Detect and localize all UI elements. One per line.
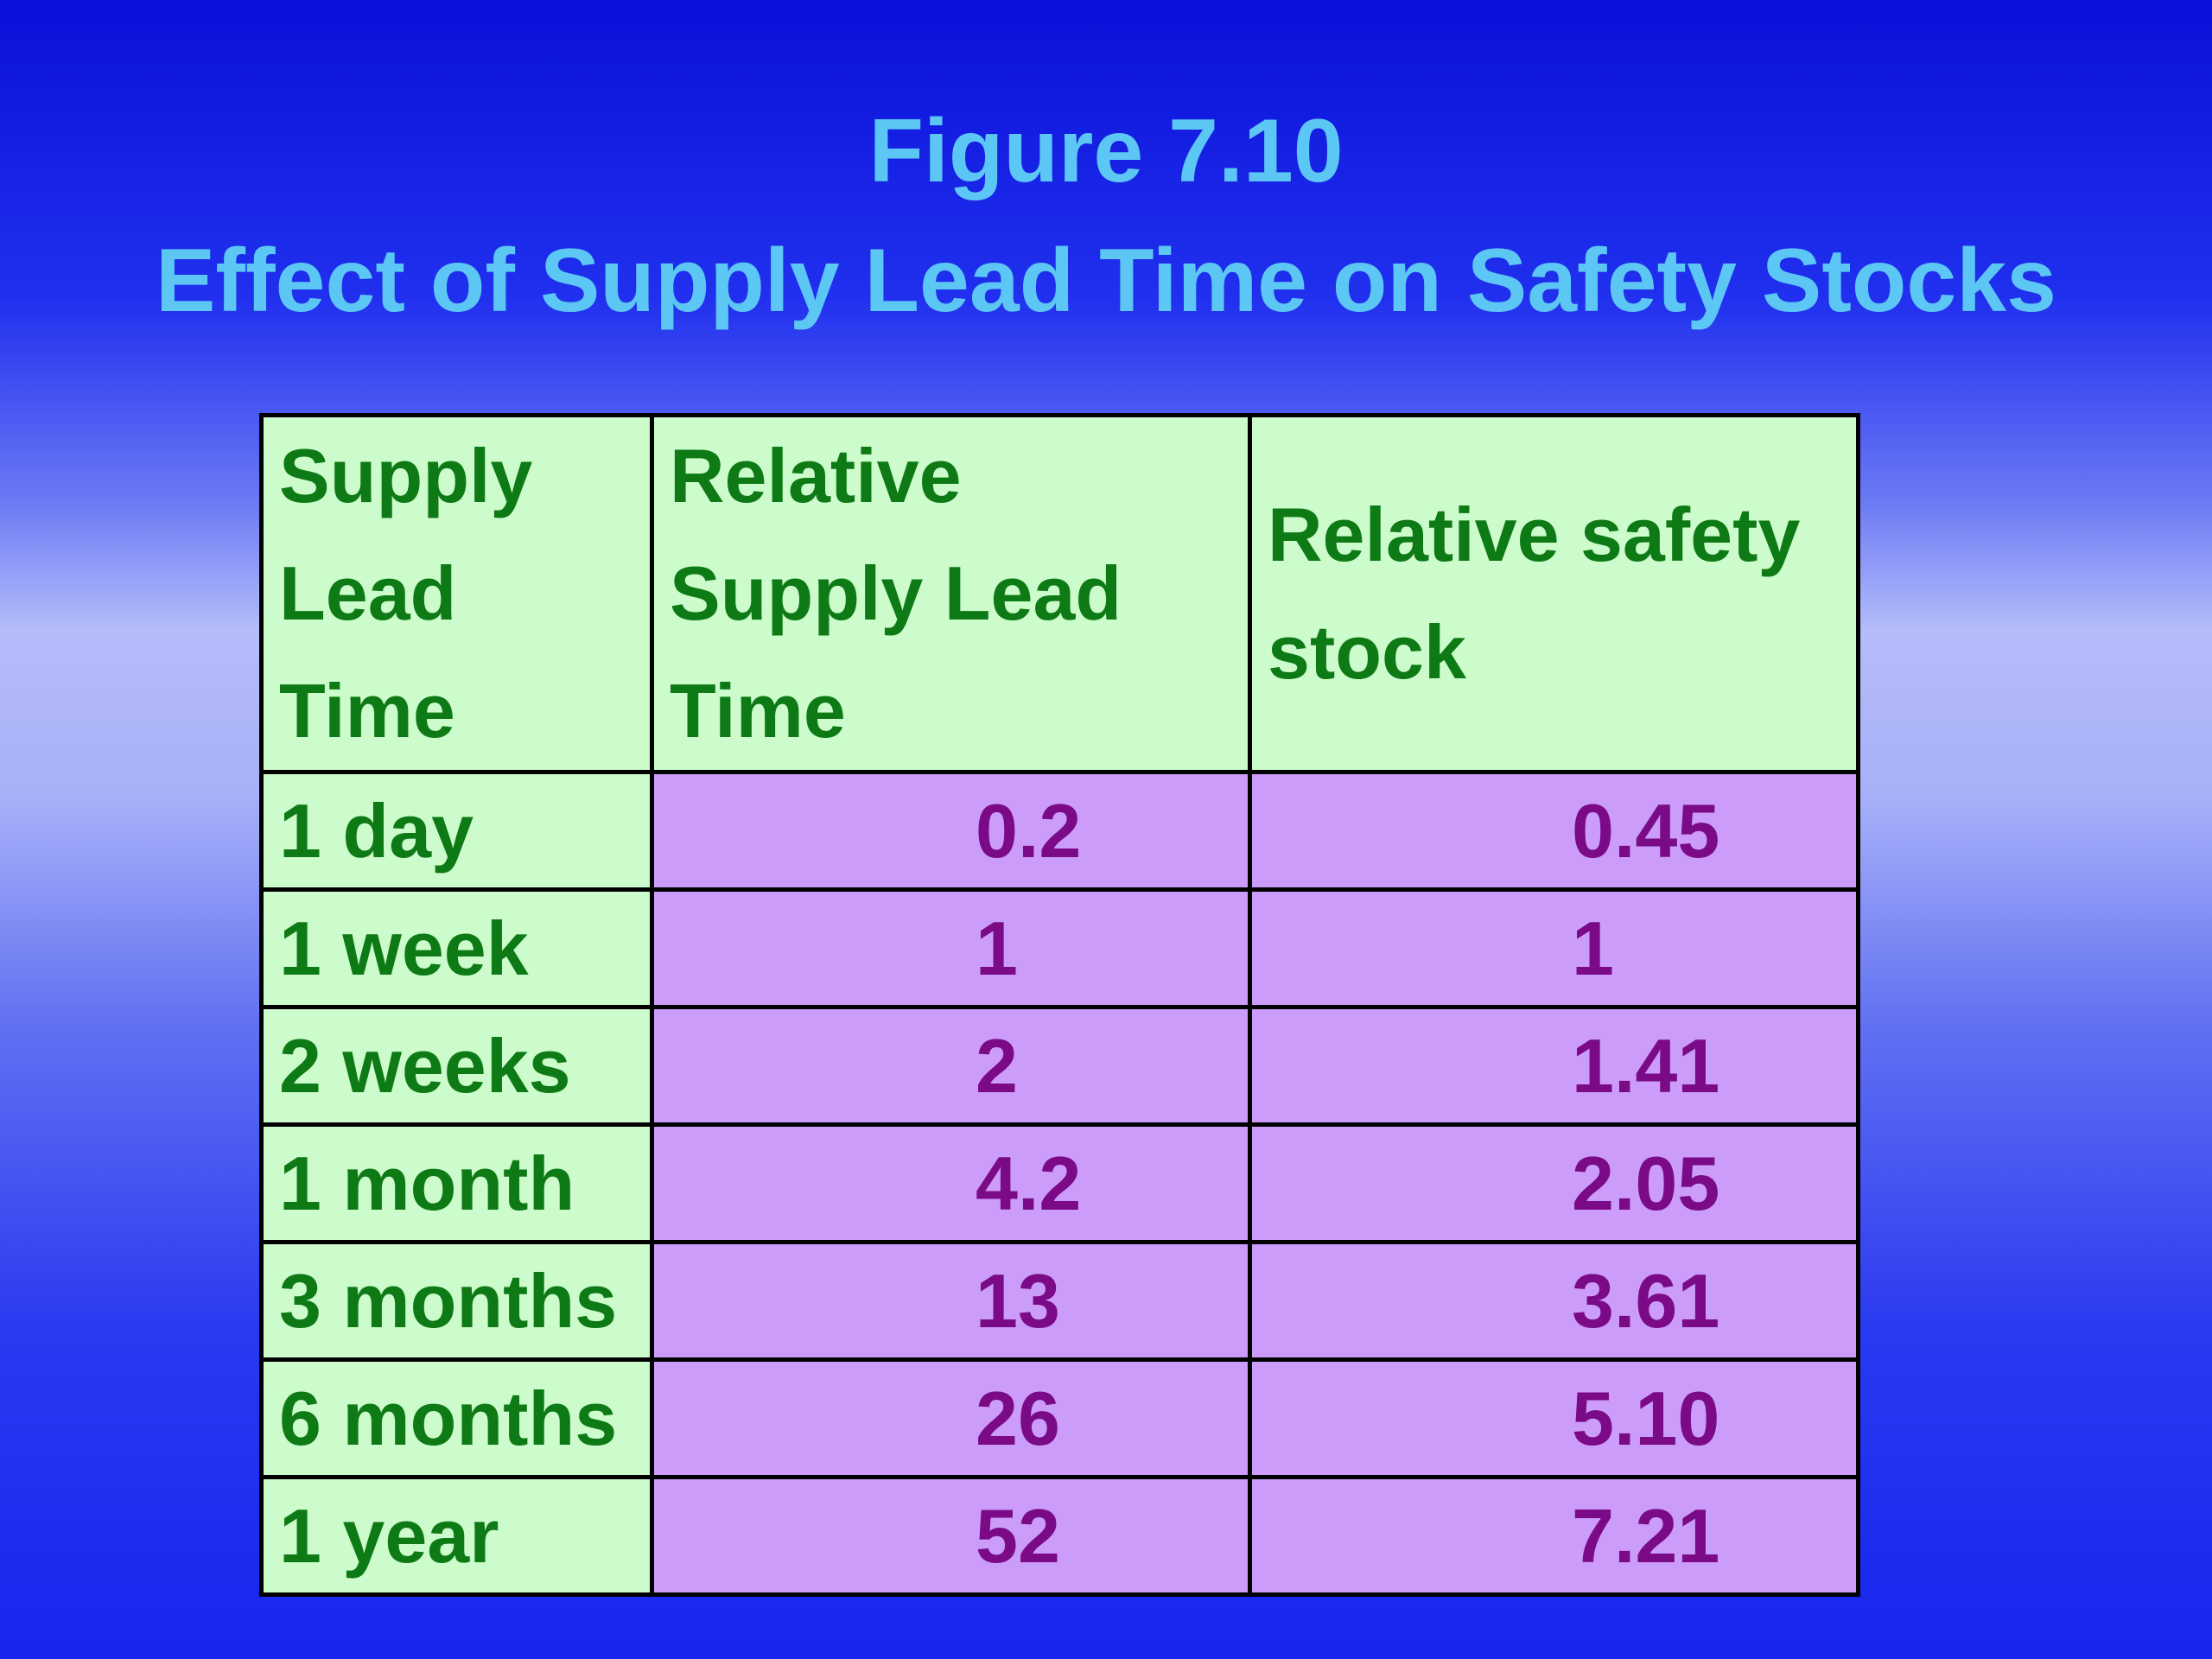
- header-text: Relative: [670, 433, 962, 518]
- relative-lead-time-cell: 2: [650, 1005, 1252, 1127]
- lead-time-table: Supply Lead Time Relative Supply Lead Ti…: [259, 413, 1860, 1597]
- header-supply-lead-time: Supply Lead Time: [259, 413, 654, 774]
- table-row: 1 day 0.2 0.45: [259, 770, 1860, 892]
- relative-lead-time-cell: 26: [650, 1357, 1252, 1479]
- table-row: 6 months 26 5.10: [259, 1357, 1860, 1479]
- table-row: 1 week 1 1: [259, 887, 1860, 1009]
- relative-lead-time-cell: 1: [650, 887, 1252, 1009]
- relative-safety-stock-cell: 1: [1248, 887, 1860, 1009]
- table-row: 1 month 4.2 2.05: [259, 1122, 1860, 1244]
- relative-safety-stock-cell: 1.41: [1248, 1005, 1860, 1127]
- header-text: Supply Lead: [670, 550, 1122, 636]
- header-text: Time: [279, 668, 455, 753]
- figure-title: Effect of Supply Lead Time on Safety Sto…: [156, 231, 2056, 331]
- table-row: 2 weeks 2 1.41: [259, 1005, 1860, 1127]
- lead-time-cell: 1 day: [259, 770, 654, 892]
- relative-safety-stock-cell: 5.10: [1248, 1357, 1860, 1479]
- lead-time-cell: 3 months: [259, 1240, 654, 1362]
- figure-number: Figure 7.10: [868, 101, 1344, 201]
- lead-time-cell: 1 year: [259, 1475, 654, 1597]
- lead-time-cell: 1 month: [259, 1122, 654, 1244]
- relative-safety-stock-cell: 0.45: [1248, 770, 1860, 892]
- header-text: Time: [670, 668, 846, 753]
- relative-lead-time-cell: 0.2: [650, 770, 1252, 892]
- header-row: Supply Lead Time Relative Supply Lead Ti…: [259, 413, 1860, 774]
- header-relative-safety-stock: Relative safety stock: [1248, 413, 1860, 774]
- relative-safety-stock-cell: 3.61: [1248, 1240, 1860, 1362]
- header-text: Relative safety: [1268, 492, 1801, 577]
- relative-safety-stock-cell: 7.21: [1248, 1475, 1860, 1597]
- relative-lead-time-cell: 52: [650, 1475, 1252, 1597]
- lead-time-cell: 6 months: [259, 1357, 654, 1479]
- header-text: Supply: [279, 433, 533, 518]
- relative-lead-time-cell: 13: [650, 1240, 1252, 1362]
- header-text: stock: [1268, 609, 1466, 695]
- table-row: 1 year 52 7.21: [259, 1475, 1860, 1597]
- relative-safety-stock-cell: 2.05: [1248, 1122, 1860, 1244]
- lead-time-cell: 1 week: [259, 887, 654, 1009]
- header-relative-supply-lead-time: Relative Supply Lead Time: [650, 413, 1252, 774]
- relative-lead-time-cell: 4.2: [650, 1122, 1252, 1244]
- header-text: Lead: [279, 550, 457, 636]
- table-row: 3 months 13 3.61: [259, 1240, 1860, 1362]
- lead-time-cell: 2 weeks: [259, 1005, 654, 1127]
